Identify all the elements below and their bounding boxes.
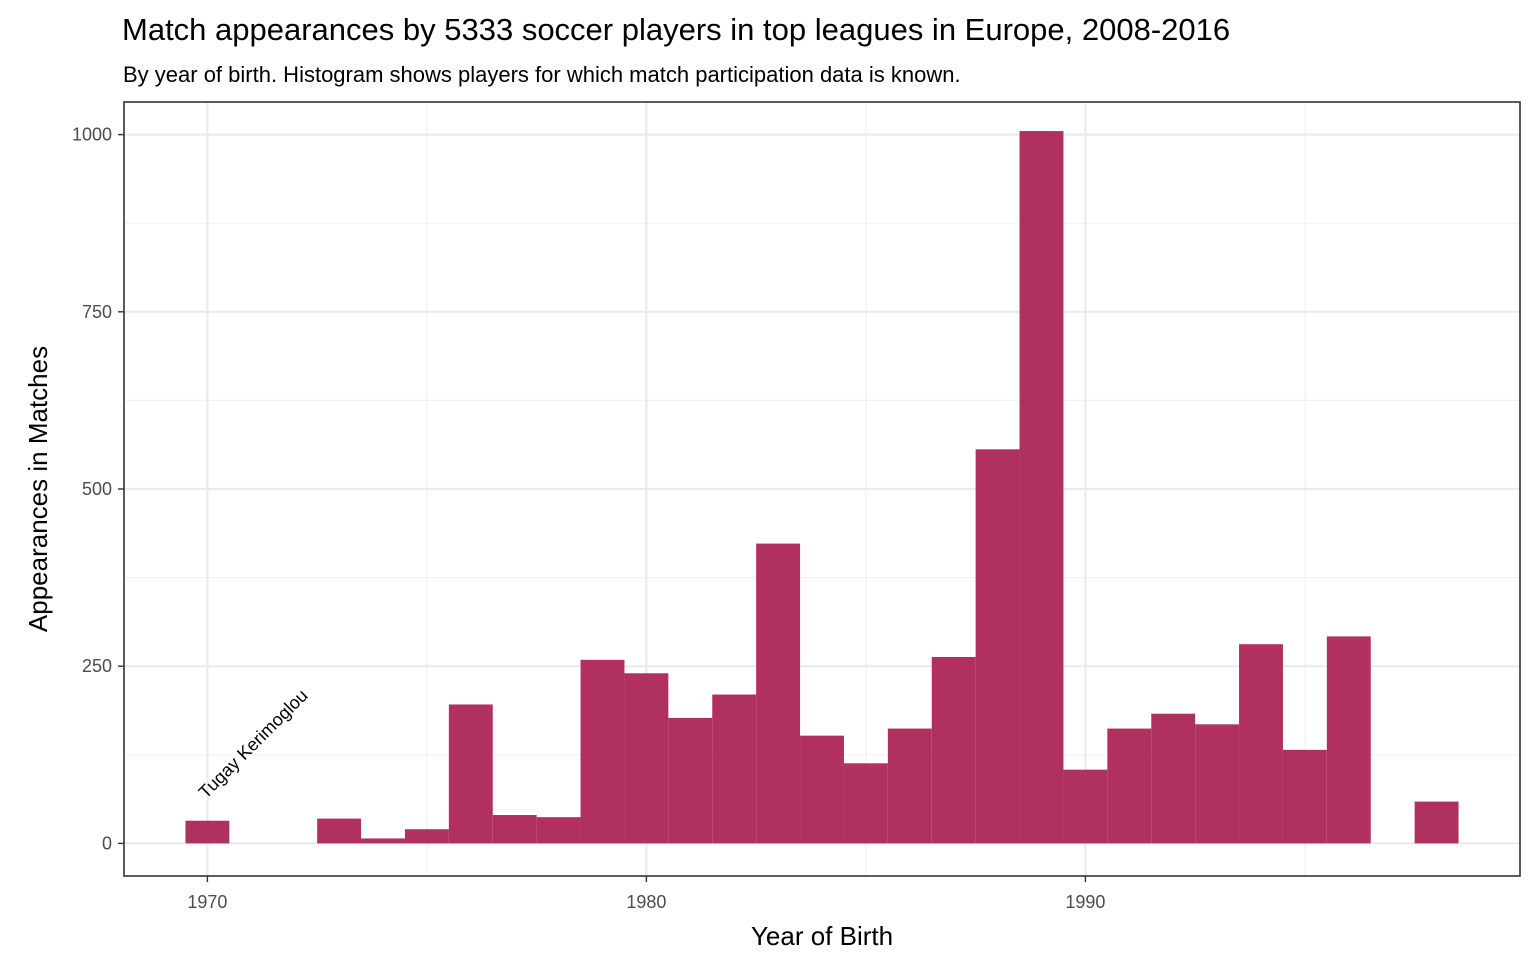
histogram-bar — [887, 728, 932, 844]
histogram-bar — [975, 449, 1020, 844]
y-tick-label: 250 — [82, 656, 112, 676]
chart-subtitle: By year of birth. Histogram shows player… — [123, 62, 961, 87]
y-tick-labels: 0 250 500 750 1000 — [72, 125, 112, 854]
histogram-bar — [624, 673, 669, 844]
x-tick-label: 1970 — [187, 892, 227, 912]
histogram-bar — [580, 659, 625, 844]
chart-title: Match appearances by 5333 soccer players… — [122, 12, 1231, 47]
histogram-bar — [361, 838, 405, 844]
histogram-bar — [1151, 713, 1196, 844]
histogram-bar — [185, 820, 230, 844]
y-tick-label: 750 — [82, 302, 112, 322]
histogram-bar — [1063, 769, 1108, 844]
histogram-bar — [1019, 131, 1064, 844]
histogram-bar — [1414, 801, 1459, 844]
y-axis-title: Appearances in Matches — [23, 346, 53, 632]
x-axis-title: Year of Birth — [751, 921, 893, 951]
histogram-bar — [1107, 728, 1152, 844]
x-tick-label: 1990 — [1065, 892, 1105, 912]
histogram-bar — [1195, 724, 1240, 844]
histogram-bar — [404, 829, 449, 844]
histogram-bar — [668, 717, 713, 844]
x-tick-label: 1980 — [626, 892, 666, 912]
histogram-bar — [1326, 636, 1371, 844]
histogram-bar — [931, 656, 976, 844]
y-tick-label: 0 — [102, 833, 112, 853]
histogram-bar — [492, 815, 537, 844]
histogram-bar — [843, 763, 888, 844]
histogram-bar — [448, 704, 493, 844]
axis-ticks — [118, 133, 1087, 882]
x-tick-labels: 1970 1980 1990 — [187, 892, 1105, 912]
histogram-bar — [756, 543, 801, 844]
histogram-bar — [800, 735, 844, 844]
histogram-bar — [712, 694, 757, 844]
histogram-bar — [317, 818, 362, 844]
histogram-bar — [536, 817, 581, 844]
y-tick-label: 500 — [82, 479, 112, 499]
annotations: Tugay Kerimoglou — [195, 685, 312, 802]
histogram-bar — [1239, 644, 1283, 844]
histogram-bars — [185, 131, 1459, 844]
y-tick-label: 1000 — [72, 125, 112, 145]
player-annotation: Tugay Kerimoglou — [195, 685, 312, 802]
histogram-bar — [1282, 749, 1327, 844]
